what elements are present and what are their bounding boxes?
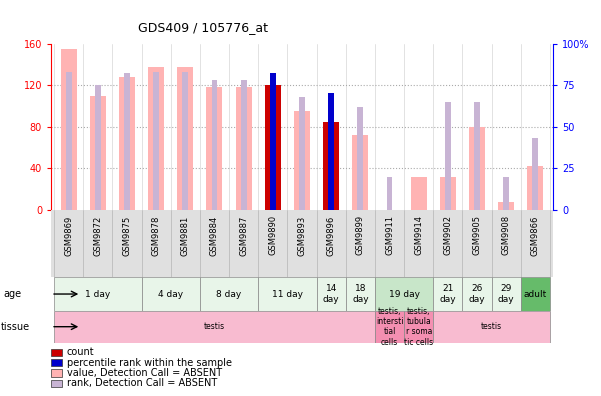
Bar <box>323 122 339 210</box>
Text: value, Detection Call = ABSENT: value, Detection Call = ABSENT <box>67 368 222 378</box>
Bar <box>469 127 485 210</box>
Text: GDS409 / 105776_at: GDS409 / 105776_at <box>138 21 268 34</box>
Text: 21
day: 21 day <box>439 284 456 304</box>
Bar <box>294 111 310 210</box>
Text: GSM9884: GSM9884 <box>210 215 219 255</box>
Bar <box>404 311 433 343</box>
Bar <box>265 85 281 210</box>
Bar <box>328 93 334 210</box>
Text: GSM9869: GSM9869 <box>64 215 73 255</box>
Text: GSM9881: GSM9881 <box>181 215 190 255</box>
Text: 18
day: 18 day <box>352 284 368 304</box>
Bar <box>148 67 164 210</box>
Bar <box>463 277 492 311</box>
Text: GSM9887: GSM9887 <box>239 215 248 256</box>
Text: testis: testis <box>204 322 225 331</box>
Text: 1 day: 1 day <box>85 289 111 299</box>
Bar <box>207 87 222 210</box>
Bar <box>410 177 427 210</box>
Bar <box>317 277 346 311</box>
Bar <box>358 107 363 210</box>
Text: GSM9872: GSM9872 <box>93 215 102 255</box>
Bar <box>346 277 375 311</box>
Bar <box>433 277 463 311</box>
Text: 19 day: 19 day <box>389 289 419 299</box>
Bar <box>54 311 375 343</box>
Text: rank, Detection Call = ABSENT: rank, Detection Call = ABSENT <box>67 378 217 388</box>
Text: 8 day: 8 day <box>216 289 242 299</box>
Text: 11 day: 11 day <box>272 289 303 299</box>
Text: GSM9896: GSM9896 <box>327 215 336 255</box>
Bar <box>119 77 135 210</box>
Text: testis,
intersti
tial
cells: testis, intersti tial cells <box>376 307 403 347</box>
Bar <box>241 80 246 210</box>
Bar <box>375 277 433 311</box>
Bar <box>498 202 514 210</box>
Text: GSM9890: GSM9890 <box>268 215 277 255</box>
Bar <box>124 74 130 210</box>
Bar <box>328 105 334 210</box>
Text: count: count <box>67 347 94 358</box>
Text: GSM9878: GSM9878 <box>151 215 160 256</box>
Bar <box>386 177 392 210</box>
Bar <box>270 74 276 210</box>
Text: percentile rank within the sample: percentile rank within the sample <box>67 358 232 368</box>
Bar <box>528 166 543 210</box>
Bar <box>375 311 404 343</box>
Bar <box>352 135 368 210</box>
Text: 29
day: 29 day <box>498 284 514 304</box>
Text: tissue: tissue <box>1 322 29 332</box>
Text: GSM9866: GSM9866 <box>531 215 540 256</box>
Bar <box>433 311 550 343</box>
Bar <box>532 138 538 210</box>
Bar <box>182 72 188 210</box>
Bar <box>445 102 451 210</box>
Text: GSM9902: GSM9902 <box>444 215 453 255</box>
Text: GSM9911: GSM9911 <box>385 215 394 255</box>
Bar <box>66 72 72 210</box>
Text: GSM9905: GSM9905 <box>472 215 481 255</box>
Bar <box>258 277 317 311</box>
Text: GSM9899: GSM9899 <box>356 215 365 255</box>
Bar <box>474 102 480 210</box>
Text: 26
day: 26 day <box>469 284 486 304</box>
Bar <box>236 87 252 210</box>
Bar <box>521 277 550 311</box>
Text: GSM9893: GSM9893 <box>297 215 307 255</box>
Bar <box>503 177 509 210</box>
Bar <box>54 277 141 311</box>
Bar <box>153 72 159 210</box>
Bar <box>492 277 521 311</box>
Bar <box>265 85 281 210</box>
Text: GSM9908: GSM9908 <box>502 215 511 255</box>
Text: 4 day: 4 day <box>158 289 183 299</box>
Text: testis,
tubula
r soma
tic cells: testis, tubula r soma tic cells <box>404 307 433 347</box>
Bar <box>141 277 200 311</box>
Text: testis: testis <box>481 322 502 331</box>
Bar <box>323 122 339 210</box>
Text: adult: adult <box>524 289 547 299</box>
Bar <box>90 95 106 210</box>
Bar <box>440 177 456 210</box>
Bar <box>61 49 76 210</box>
Text: GSM9875: GSM9875 <box>123 215 132 255</box>
Bar <box>200 277 258 311</box>
Text: 14
day: 14 day <box>323 284 340 304</box>
Bar <box>95 85 101 210</box>
Bar <box>270 74 276 210</box>
Bar <box>212 80 218 210</box>
Text: GSM9914: GSM9914 <box>414 215 423 255</box>
Text: age: age <box>3 289 21 299</box>
Bar <box>299 97 305 210</box>
Bar <box>177 67 194 210</box>
